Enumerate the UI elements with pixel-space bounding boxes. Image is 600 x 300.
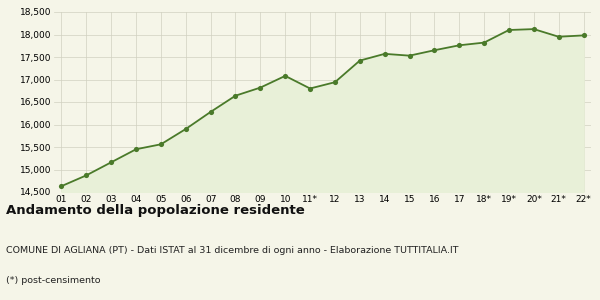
- Point: [430, 48, 439, 53]
- Point: [280, 74, 290, 78]
- Point: [156, 142, 166, 147]
- Point: [554, 34, 563, 39]
- Point: [305, 86, 315, 91]
- Point: [82, 173, 91, 178]
- Point: [106, 160, 116, 165]
- Point: [131, 147, 141, 152]
- Point: [56, 184, 66, 188]
- Point: [256, 85, 265, 90]
- Point: [380, 52, 389, 56]
- Point: [206, 110, 215, 114]
- Text: (*) post-censimento: (*) post-censimento: [6, 276, 101, 285]
- Point: [330, 80, 340, 85]
- Point: [479, 40, 489, 45]
- Point: [504, 28, 514, 32]
- Point: [579, 33, 589, 38]
- Point: [181, 127, 191, 131]
- Point: [230, 93, 240, 98]
- Text: Andamento della popolazione residente: Andamento della popolazione residente: [6, 204, 305, 217]
- Point: [355, 58, 365, 63]
- Text: COMUNE DI AGLIANA (PT) - Dati ISTAT al 31 dicembre di ogni anno - Elaborazione T: COMUNE DI AGLIANA (PT) - Dati ISTAT al 3…: [6, 246, 458, 255]
- Point: [529, 27, 539, 32]
- Point: [454, 43, 464, 48]
- Point: [405, 53, 415, 58]
